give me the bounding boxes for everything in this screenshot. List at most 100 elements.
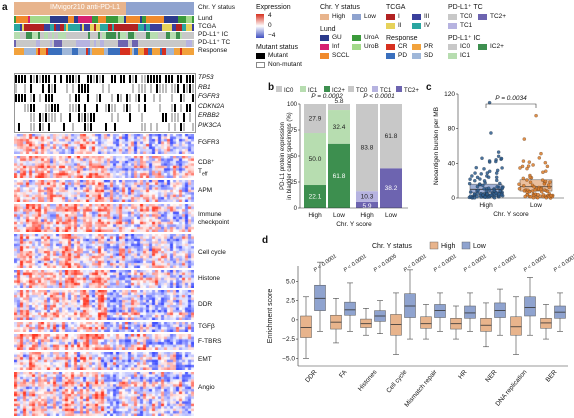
tcga-ii-swatch xyxy=(386,23,395,29)
track-cell xyxy=(22,48,24,55)
nonmutant-cell xyxy=(48,103,51,113)
legend-high-label: High xyxy=(441,243,456,250)
track-cell xyxy=(178,16,180,23)
track-cell xyxy=(190,48,192,55)
track-cell xyxy=(146,40,148,47)
track-cell xyxy=(26,32,28,39)
track-cell xyxy=(138,16,140,23)
lund-inf-swatch xyxy=(320,44,329,50)
track-cell xyxy=(94,24,96,31)
track-cell xyxy=(52,48,54,55)
track-cell xyxy=(144,48,146,55)
nonmutant-cell xyxy=(138,103,141,113)
track-cell xyxy=(84,24,86,31)
track-cell xyxy=(66,24,68,31)
nonmutant-cell xyxy=(132,74,135,84)
track-cell xyxy=(138,32,140,39)
track-cell xyxy=(190,2,192,15)
track-cell xyxy=(186,16,188,23)
track-cell xyxy=(66,16,68,23)
track-cell xyxy=(188,24,190,31)
heatmap-block-4 xyxy=(14,234,194,268)
nonmutant-cell xyxy=(24,84,27,93)
track-cell xyxy=(16,32,18,39)
track-cell xyxy=(40,32,42,39)
track-cell xyxy=(48,32,50,39)
point xyxy=(525,166,529,171)
signature-label-teff: Teff xyxy=(198,168,207,177)
track-cell xyxy=(148,24,150,31)
track-cell xyxy=(134,24,136,31)
legend-swatch-IC2+ xyxy=(324,86,330,92)
track-cell xyxy=(42,48,44,55)
track-cell xyxy=(184,32,186,39)
mutation-cell xyxy=(33,103,36,113)
x-tick-label: Low xyxy=(530,202,542,209)
y-tick-label: 100 xyxy=(287,102,298,108)
track-cell xyxy=(88,16,90,23)
nonmutant-cell xyxy=(135,93,138,103)
track-cell xyxy=(34,32,36,39)
mutation-cell xyxy=(108,103,111,113)
track-cell xyxy=(164,16,166,23)
track-cell xyxy=(24,48,26,55)
point xyxy=(527,190,532,194)
track-cell xyxy=(120,40,122,47)
track-cell xyxy=(188,2,190,15)
track-cell xyxy=(84,2,86,15)
tc1-label: TC1 xyxy=(460,22,473,29)
nonmutant-cell xyxy=(123,103,126,113)
track-cell xyxy=(50,2,52,15)
track-cell xyxy=(48,24,50,31)
track-cell xyxy=(136,32,138,39)
exp-tick-4: 4 xyxy=(268,12,272,19)
mutation-cell xyxy=(18,74,21,84)
point xyxy=(482,167,486,171)
lund-gu-label: GU xyxy=(332,34,342,41)
track-cell xyxy=(148,48,150,55)
point xyxy=(517,182,521,186)
track-cell xyxy=(46,48,48,55)
bar-value-label: 10.3 xyxy=(361,194,374,201)
legend-low-label: Low xyxy=(473,243,487,250)
track-cell xyxy=(108,40,110,47)
track-cell xyxy=(16,16,18,23)
track-cell xyxy=(84,40,86,47)
track-cell xyxy=(124,24,126,31)
lund-uroa-label: UroA xyxy=(364,34,379,41)
track-cell xyxy=(90,32,92,39)
signature-label-4: checkpoint xyxy=(198,219,230,226)
track-cell xyxy=(112,48,114,55)
track-cell xyxy=(192,48,194,55)
track-cell xyxy=(74,40,76,47)
track-cell xyxy=(84,16,86,23)
lund-urob-swatch xyxy=(352,44,361,50)
track-label-2: TCGA xyxy=(198,23,217,30)
track-cell xyxy=(186,24,188,31)
bar-IC-IC1-Low xyxy=(328,110,350,144)
track-cell xyxy=(16,24,18,31)
x-tick-label: Mismatch repair xyxy=(403,368,439,409)
track-cell xyxy=(88,24,90,31)
track-cell xyxy=(182,16,184,23)
track-cell xyxy=(154,40,156,47)
track-cell xyxy=(176,32,178,39)
track-cell xyxy=(24,24,26,31)
chry-low-swatch xyxy=(352,14,361,20)
track-cell xyxy=(76,16,78,23)
track-cell xyxy=(154,16,156,23)
mutation-cell xyxy=(84,103,87,113)
track-cell xyxy=(114,2,116,15)
track-cell xyxy=(52,24,54,31)
track-cell xyxy=(154,24,156,31)
point xyxy=(492,189,497,193)
chart-b-stacked-bars: IC0 IC1 IC2+ TC0 TC1 TC2+ 0 25 50 75 100 PD-L1 prot… xyxy=(276,86,419,228)
track-cell xyxy=(92,40,94,47)
bar-value-label: 5.9 xyxy=(362,203,371,210)
track-cell xyxy=(68,24,70,31)
nonmutant-cell xyxy=(111,93,114,103)
track-cell xyxy=(120,48,122,55)
track-cell xyxy=(152,16,154,23)
chart-c-neoantigen: 0 40 80 120 Neoantigen burden per MB High Low P… xyxy=(433,91,564,218)
nonmutant-cell xyxy=(144,74,147,84)
